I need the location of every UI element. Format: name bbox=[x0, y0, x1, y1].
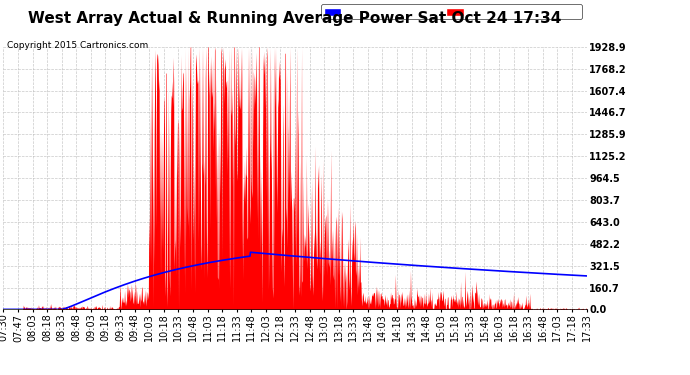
Text: Copyright 2015 Cartronics.com: Copyright 2015 Cartronics.com bbox=[7, 41, 148, 50]
Text: West Array Actual & Running Average Power Sat Oct 24 17:34: West Array Actual & Running Average Powe… bbox=[28, 11, 562, 26]
Legend: Average  (DC Watts), West Array  (DC Watts): Average (DC Watts), West Array (DC Watts… bbox=[322, 4, 582, 20]
